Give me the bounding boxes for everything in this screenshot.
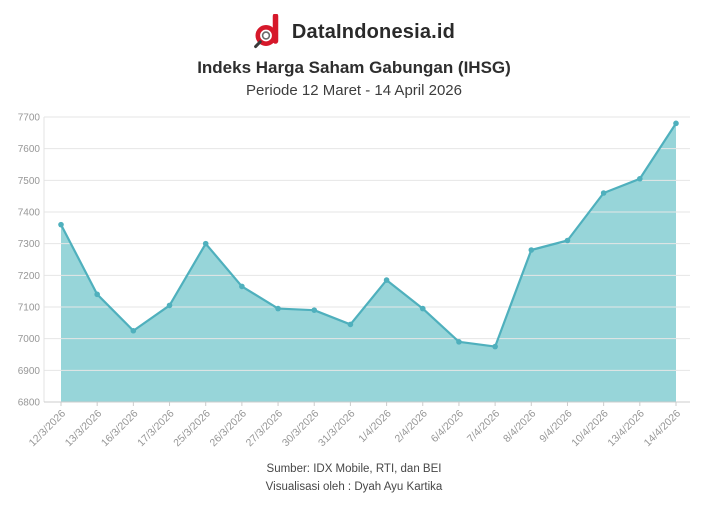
x-axis-label: 8/4/2026 xyxy=(501,408,538,445)
page-subtitle: Periode 12 Maret - 14 April 2026 xyxy=(246,82,462,100)
brand-row: DataIndonesia.id xyxy=(0,13,708,51)
y-axis-label: 7500 xyxy=(18,176,41,187)
footer: Sumber: IDX Mobile, RTI, dan BEI Visuali… xyxy=(0,461,708,497)
data-point-marker xyxy=(130,328,137,334)
y-axis-label: 7100 xyxy=(18,303,41,314)
x-axis-label: 27/3/2026 xyxy=(244,408,286,450)
x-axis-label: 1/4/2026 xyxy=(356,408,393,445)
x-axis-label: 10/4/2026 xyxy=(569,408,611,450)
data-point-marker xyxy=(311,307,318,314)
y-axis-label: 7400 xyxy=(18,208,41,219)
x-axis-label: 17/3/2026 xyxy=(135,408,177,450)
x-axis-label: 13/3/2026 xyxy=(63,408,105,450)
data-point-marker xyxy=(275,306,281,312)
data-point-marker xyxy=(492,344,498,350)
x-axis-label: 2/4/2026 xyxy=(392,408,429,445)
y-axis-label: 7300 xyxy=(18,240,41,251)
chart-wrap: 6800 6900 7000 7100 7200 7300 7400 7500 7600 7700… xyxy=(0,102,708,459)
x-axis-label: 14/4/2026 xyxy=(642,408,684,450)
data-point-marker xyxy=(202,241,209,247)
source-text: Sumber: IDX Mobile, RTI, dan BEI xyxy=(266,463,442,476)
x-axis-label: 12/3/2026 xyxy=(27,408,69,450)
page-title: Indeks Harga Saham Gabungan (IHSG) xyxy=(197,58,511,77)
data-point-marker xyxy=(166,303,173,309)
magnifier-logo-icon xyxy=(253,13,283,50)
x-axis-label: 13/4/2026 xyxy=(605,408,647,450)
y-axis-label: 6800 xyxy=(18,398,41,409)
x-axis-label: 16/3/2026 xyxy=(99,408,141,450)
brand-wordmark: DataIndonesia.id xyxy=(291,20,456,43)
x-axis-label: 30/3/2026 xyxy=(280,408,322,450)
x-axis-label: 26/3/2026 xyxy=(207,408,249,450)
data-point-marker xyxy=(383,277,390,284)
header: DataIndonesia.id Indeks Harga Saham Gabu… xyxy=(0,0,708,100)
y-axis-label: 6900 xyxy=(18,366,41,377)
x-axis-label: 31/3/2026 xyxy=(316,408,358,450)
data-point-marker xyxy=(58,222,64,228)
data-point-marker xyxy=(564,238,571,244)
data-point-marker xyxy=(94,291,100,298)
y-axis-label: 7600 xyxy=(18,145,41,156)
data-point-marker xyxy=(419,306,426,312)
x-axis-label: 25/3/2026 xyxy=(171,408,213,450)
y-axis-label: 7000 xyxy=(18,335,41,346)
data-point-marker xyxy=(347,322,354,328)
data-point-marker xyxy=(673,120,679,127)
series-line xyxy=(59,122,678,349)
data-point-marker xyxy=(239,284,245,290)
x-axis-label: 6/4/2026 xyxy=(429,408,466,445)
area-fill xyxy=(61,123,676,403)
y-axis-label: 7200 xyxy=(18,271,41,282)
x-axis-label: 9/4/2026 xyxy=(537,408,574,445)
data-point-marker xyxy=(600,190,607,197)
x-axis-label: 7/4/2026 xyxy=(465,408,502,445)
credit-text: Visualisasi oleh : Dyah Ayu Kartika xyxy=(265,481,443,494)
data-point-marker xyxy=(456,339,462,346)
data-point-marker xyxy=(637,176,643,182)
y-axis-label: 7700 xyxy=(18,113,41,124)
ihsg-area-chart: 6800 6900 7000 7100 7200 7300 7400 7500 7600 7700… xyxy=(18,113,690,450)
data-point-marker xyxy=(528,247,535,254)
